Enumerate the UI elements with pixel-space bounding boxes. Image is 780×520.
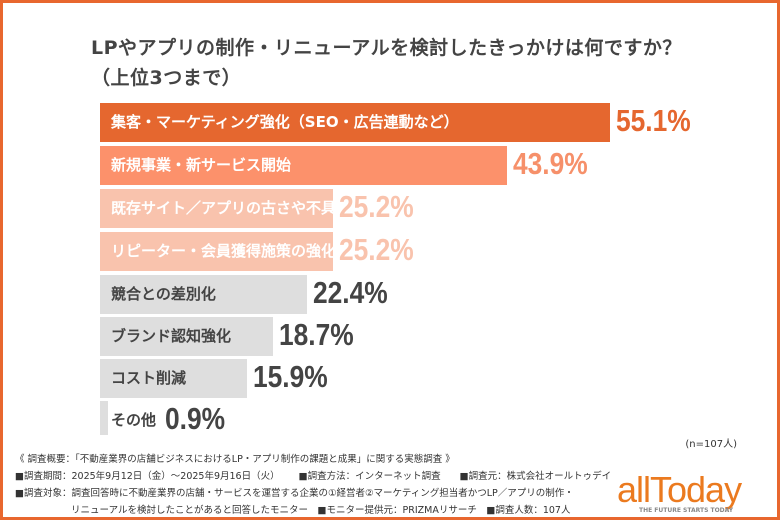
note-target: ■調査対象：調査回答時に不動産業界の店舗・サービスを運営する企業の①経営者②マー… bbox=[15, 488, 574, 499]
bar bbox=[100, 146, 507, 185]
value-label: 22.4% bbox=[313, 275, 389, 310]
bar-label: ブランド認知強化 bbox=[111, 327, 232, 345]
value-label: 18.7% bbox=[279, 317, 354, 352]
value-label: 25.2% bbox=[339, 232, 415, 267]
note-method: ■調査方法：インターネット調査 bbox=[298, 471, 441, 482]
note-overview: 《 調査概要：「不動産業界の店舗ビジネスにおけるLP・アプリ制作の課題と成果」に… bbox=[15, 454, 455, 465]
value-label: 0.9% bbox=[165, 401, 226, 436]
logo-text: allToday bbox=[617, 469, 742, 510]
bar-label: 集客・マーケティング強化（SEO・広告連動など） bbox=[111, 113, 459, 131]
title-line-1: LPやアプリの制作・リニューアルを検討したきっかけは何ですか？ bbox=[91, 37, 682, 59]
bar bbox=[100, 232, 334, 271]
note-period: ■調査期間：2025年9月12日（金）〜2025年9月16日（火） bbox=[15, 471, 280, 482]
bar bbox=[100, 189, 334, 228]
bar-label: その他 bbox=[111, 411, 157, 429]
logo-tagline: THE FUTURE STARTS TODAY bbox=[639, 507, 734, 514]
bar bbox=[100, 401, 109, 435]
survey-notes: 《 調査概要：「不動産業界の店舗ビジネスにおけるLP・アプリ制作の課題と成果」に… bbox=[15, 451, 611, 519]
note-provider: ■モニター提供元：PRIZMAリサーチ bbox=[317, 505, 477, 516]
bar bbox=[100, 275, 308, 314]
bar-label: 既存サイト／アプリの古さや不具合 bbox=[111, 199, 352, 217]
title-line-2: （上位3つまで） bbox=[91, 67, 242, 89]
bar-label: 新規事業・新サービス開始 bbox=[111, 156, 292, 174]
value-label: 43.9% bbox=[512, 146, 588, 181]
value-label: 55.1% bbox=[616, 103, 691, 138]
value-label: 25.2% bbox=[339, 189, 415, 224]
sample-size: (n=107人) bbox=[685, 439, 737, 450]
note-count: ■調査人数：107人 bbox=[486, 505, 571, 516]
bar-label: コスト削減 bbox=[111, 369, 187, 387]
bar bbox=[100, 103, 611, 142]
note-target-cont: リニューアルを検討したことがあると回答したモニター bbox=[71, 505, 309, 516]
bar-chart: 集客・マーケティング強化（SEO・広告連動など） 55.1% 新規事業・新サービス開… bbox=[3, 3, 780, 443]
alltoday-logo: allToday THE FUTURE STARTS TODAY bbox=[617, 469, 767, 515]
bar-label: 競合との差別化 bbox=[111, 285, 216, 303]
note-source: ■調査元：株式会社オールトゥデイ bbox=[459, 471, 612, 482]
bar bbox=[100, 317, 274, 356]
bar bbox=[100, 359, 248, 398]
value-label: 15.9% bbox=[253, 359, 328, 394]
chart-title: LPやアプリの制作・リニューアルを検討したきっかけは何ですか？ （上位3つまで） bbox=[91, 33, 682, 93]
bar-label: リピーター・会員獲得施策の強化 bbox=[111, 242, 337, 260]
